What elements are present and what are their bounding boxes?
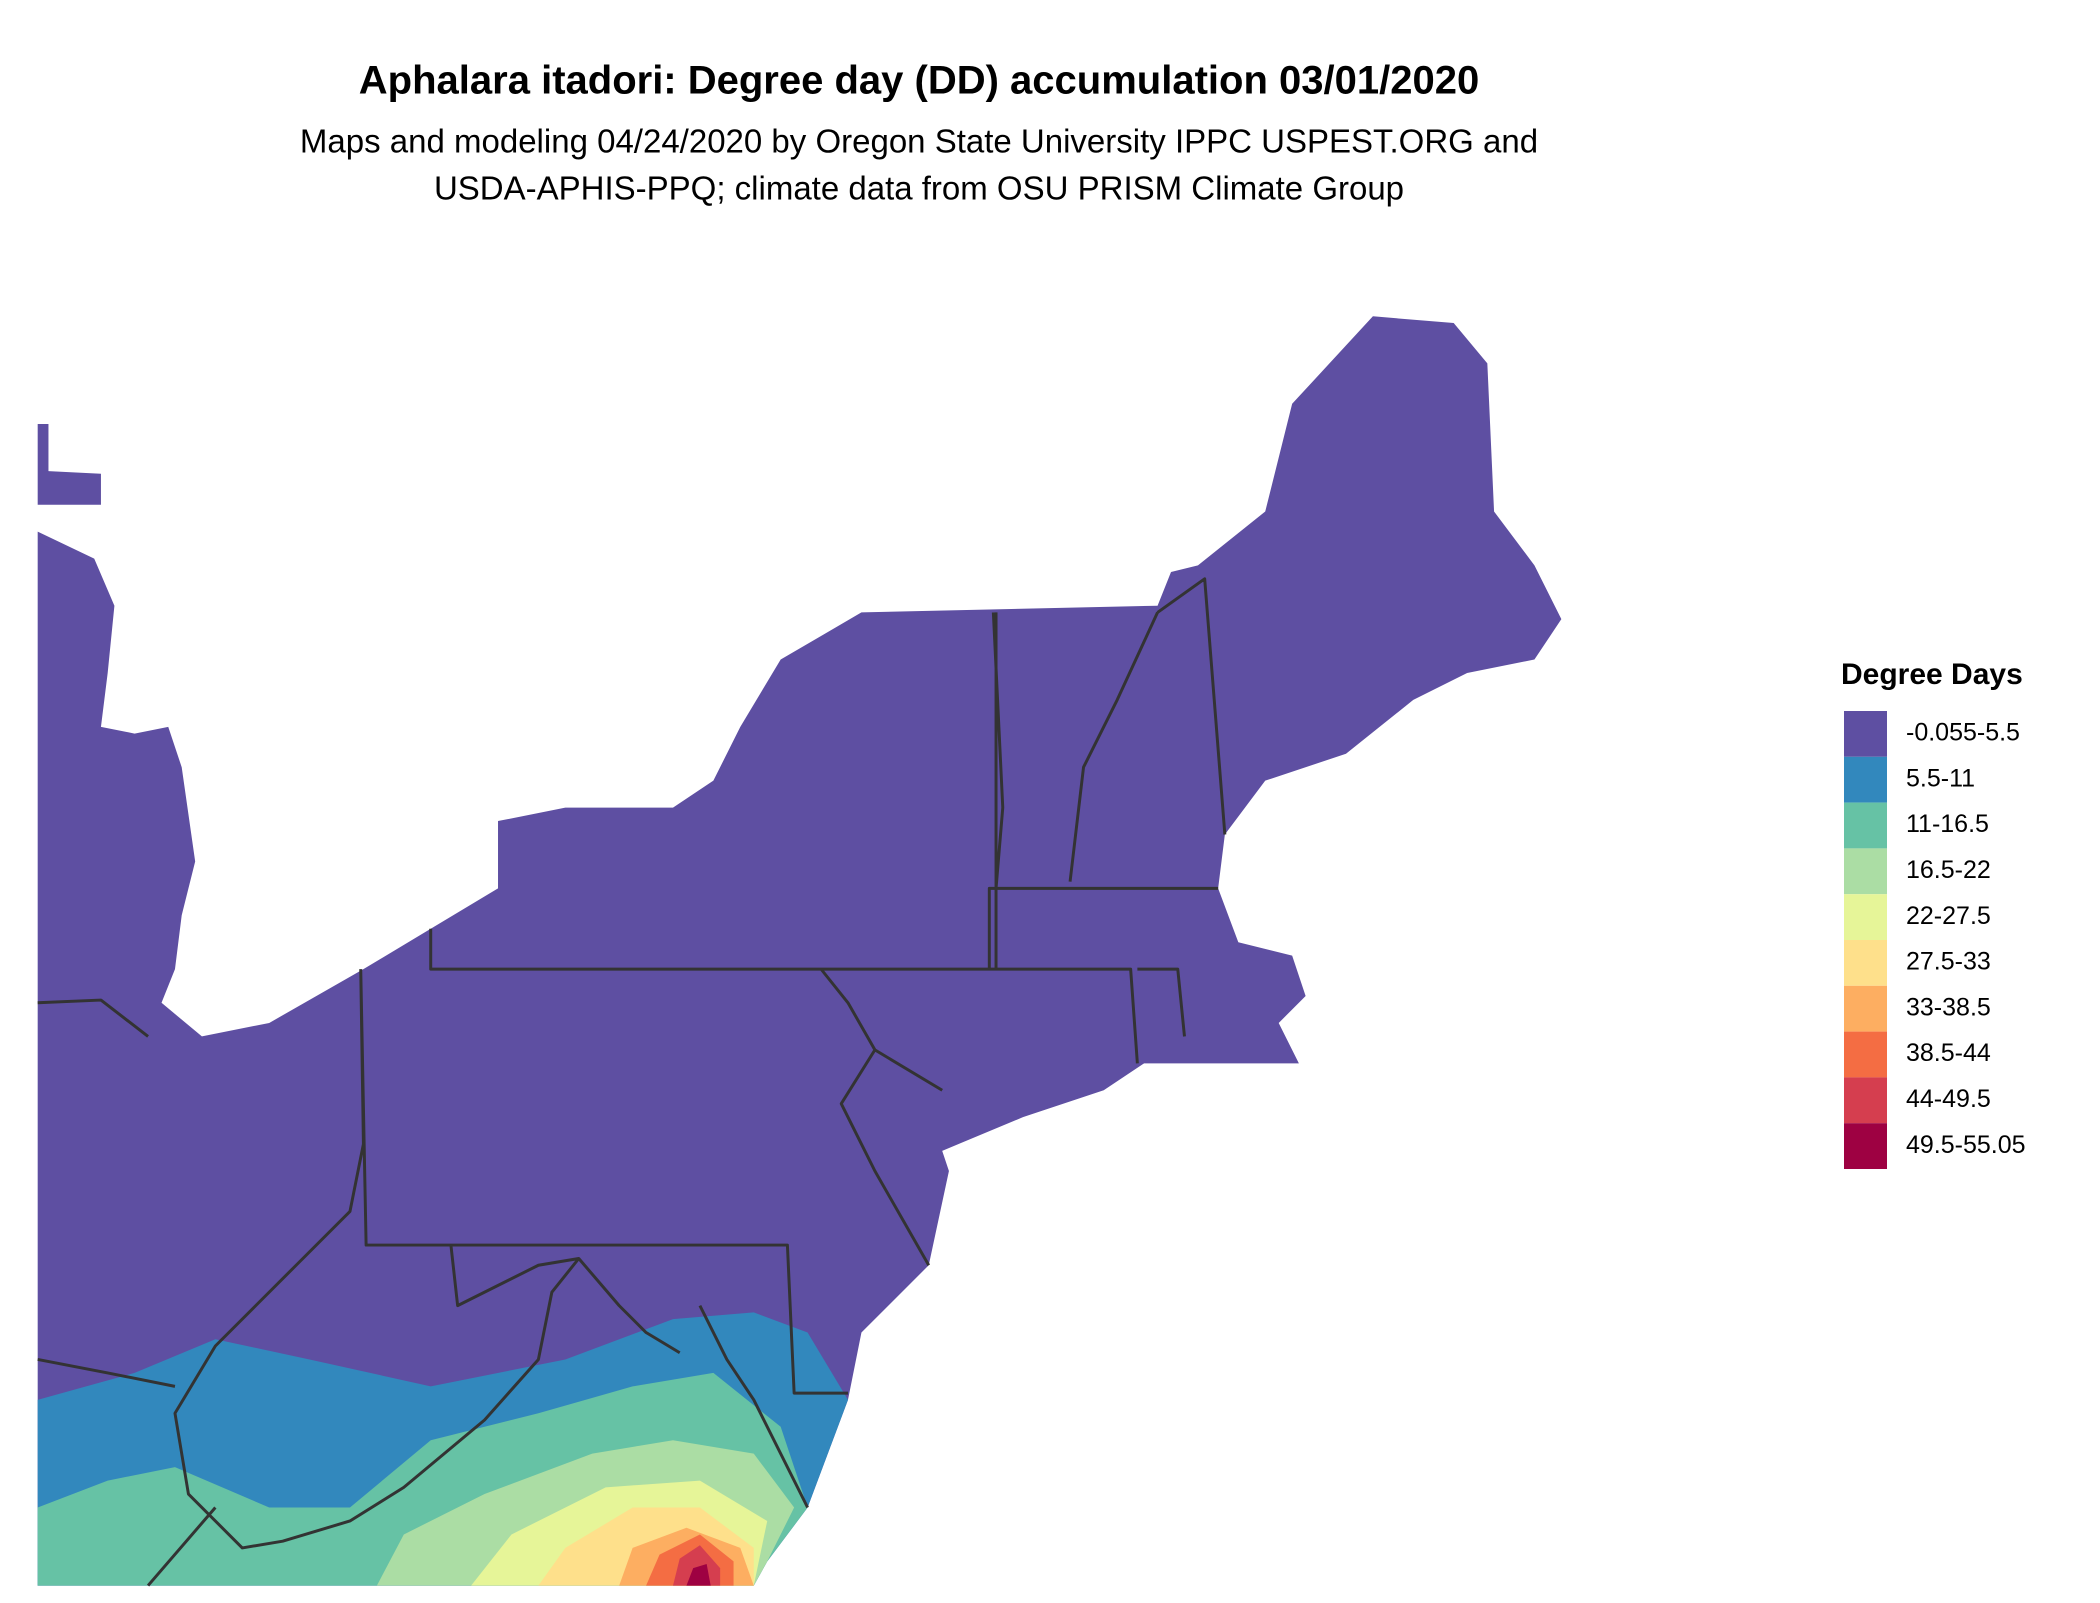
map-subtitle: Maps and modeling 04/24/2020 by Oregon S… [300,123,1538,160]
legend-label: 44-49.5 [1906,1085,1991,1113]
legend-swatch [1844,1123,1887,1169]
map-title: Aphalara itadori: Degree day (DD) accumu… [359,59,1479,103]
map-subtitle: USDA-APHIS-PPQ; climate data from OSU PR… [434,170,1404,207]
legend-label: 11-16.5 [1906,810,1989,838]
legend-swatch [1844,985,1887,1032]
legend-title: Degree Days [1841,658,2023,691]
legend-swatch [1844,756,1887,803]
region [37,316,1562,1586]
legend-swatch [1844,802,1887,849]
legend-label: 16.5-22 [1906,856,1991,884]
legend-label: 33-38.5 [1906,993,1991,1021]
legend-label: 27.5-33 [1906,948,1991,976]
legend-swatch [1844,1031,1887,1078]
legend-label: -0.055-5.5 [1906,719,2020,747]
legend-swatch [1844,894,1887,940]
legend-swatch [1844,940,1887,986]
legend-swatch [1844,711,1887,757]
legend-label: 22-27.5 [1906,902,1991,930]
map [37,316,1562,1587]
legend-label: 49.5-55.05 [1906,1131,2026,1159]
region [37,423,101,505]
legend-label: 38.5-44 [1906,1039,1991,1067]
legend-label: 5.5-11 [1906,764,1975,792]
legend: -0.055-5.5 5.5-11 11-16.5 16.5-22 22-27.5 27.… [1844,711,2026,1169]
region [686,1564,711,1586]
state-border [37,577,1227,1587]
legend-swatch [1844,1077,1887,1124]
legend-swatch [1844,848,1887,895]
